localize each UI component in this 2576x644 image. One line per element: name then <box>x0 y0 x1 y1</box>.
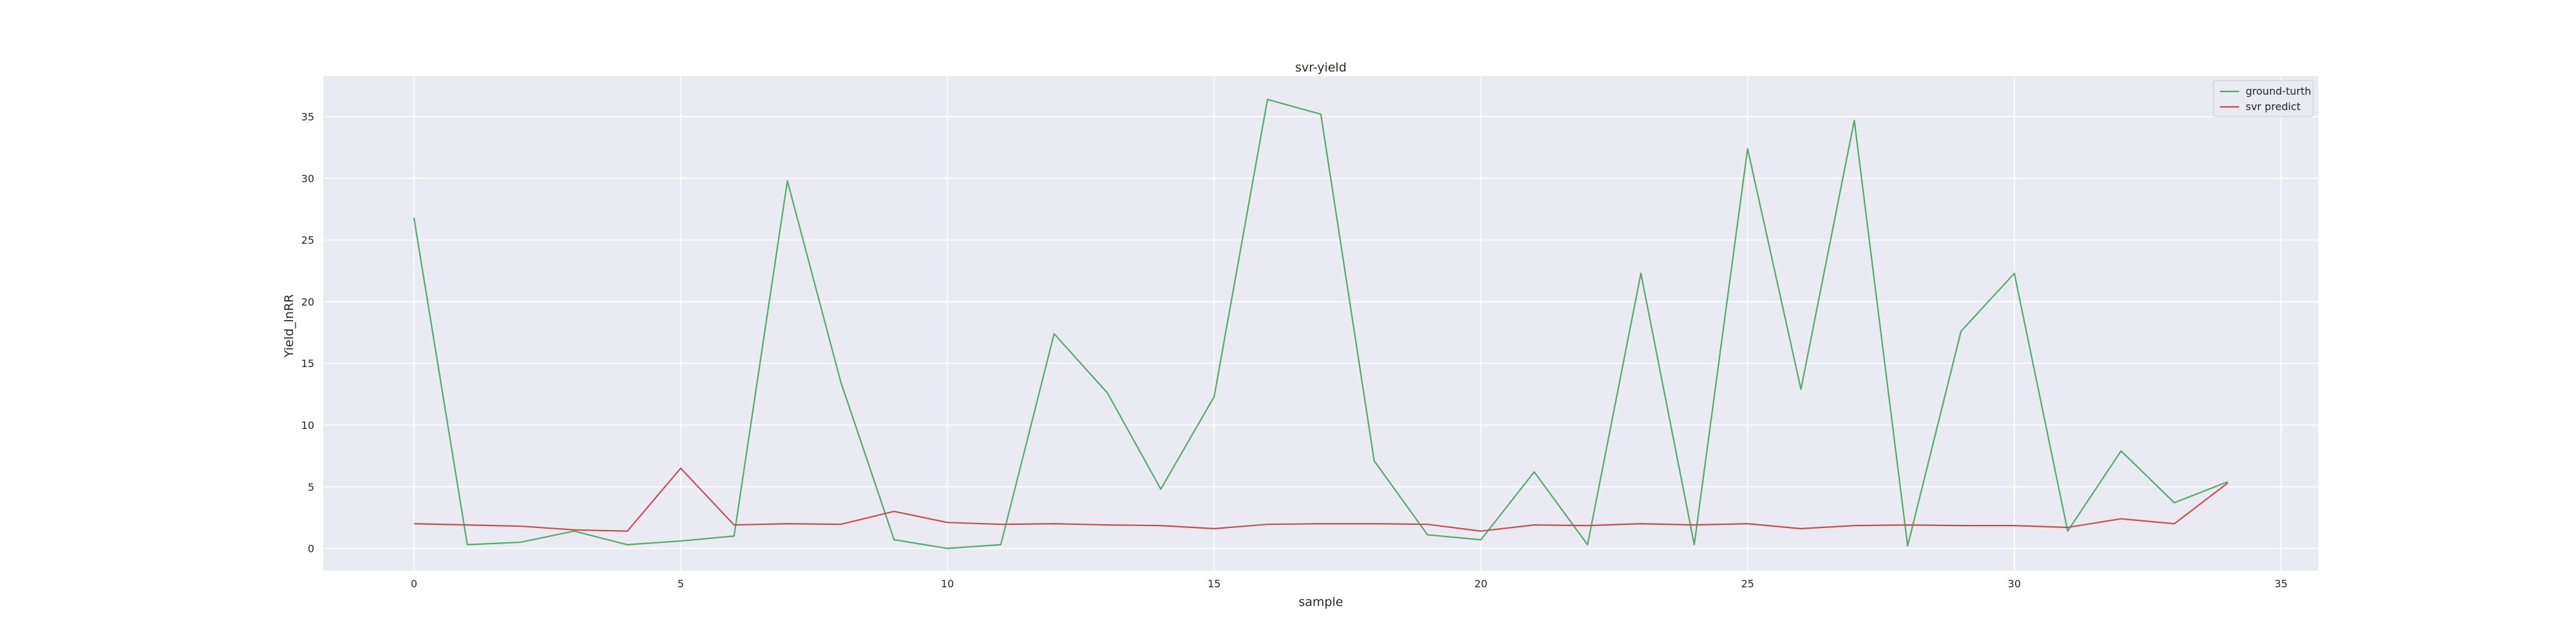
series-line-2 <box>413 467 2228 532</box>
legend-label: svr predict <box>2246 100 2300 113</box>
x-tick-label: 5 <box>677 578 684 590</box>
chart-title: svr-yield <box>1295 61 1347 75</box>
plot-background <box>323 76 2318 571</box>
x-tick-label: 20 <box>1474 578 1487 590</box>
y-tick-label: 35 <box>301 111 314 123</box>
y-tick-label: 15 <box>301 357 314 370</box>
legend: ground-turth svr predict <box>2213 80 2314 117</box>
x-tick-label: 30 <box>2008 578 2021 590</box>
y-tick-label: 0 <box>308 543 314 555</box>
x-tick-label: 10 <box>941 578 954 590</box>
y-tick-label: 25 <box>301 234 314 247</box>
y-tick-label: 5 <box>308 481 314 493</box>
series-line-1 <box>413 99 2228 549</box>
y-tick-label: 10 <box>301 419 314 431</box>
y-tick-label: 20 <box>301 296 314 308</box>
series-lines <box>413 99 2228 549</box>
x-tick-label: 35 <box>2275 578 2287 590</box>
x-tick-label: 25 <box>1741 578 1754 590</box>
tick-labels: 0 5 10 15 20 25 30 35 0 5 10 15 20 25 30 35 <box>301 111 2288 590</box>
y-tick-label: 30 <box>301 173 314 185</box>
x-tick-label: 0 <box>411 578 417 590</box>
x-axis-label: sample <box>1298 595 1343 609</box>
x-tick-label: 15 <box>1208 578 1220 590</box>
legend-label: ground-turth <box>2246 85 2311 97</box>
y-axis-label: Yield_lnRR <box>282 294 296 358</box>
grid <box>323 76 2318 571</box>
